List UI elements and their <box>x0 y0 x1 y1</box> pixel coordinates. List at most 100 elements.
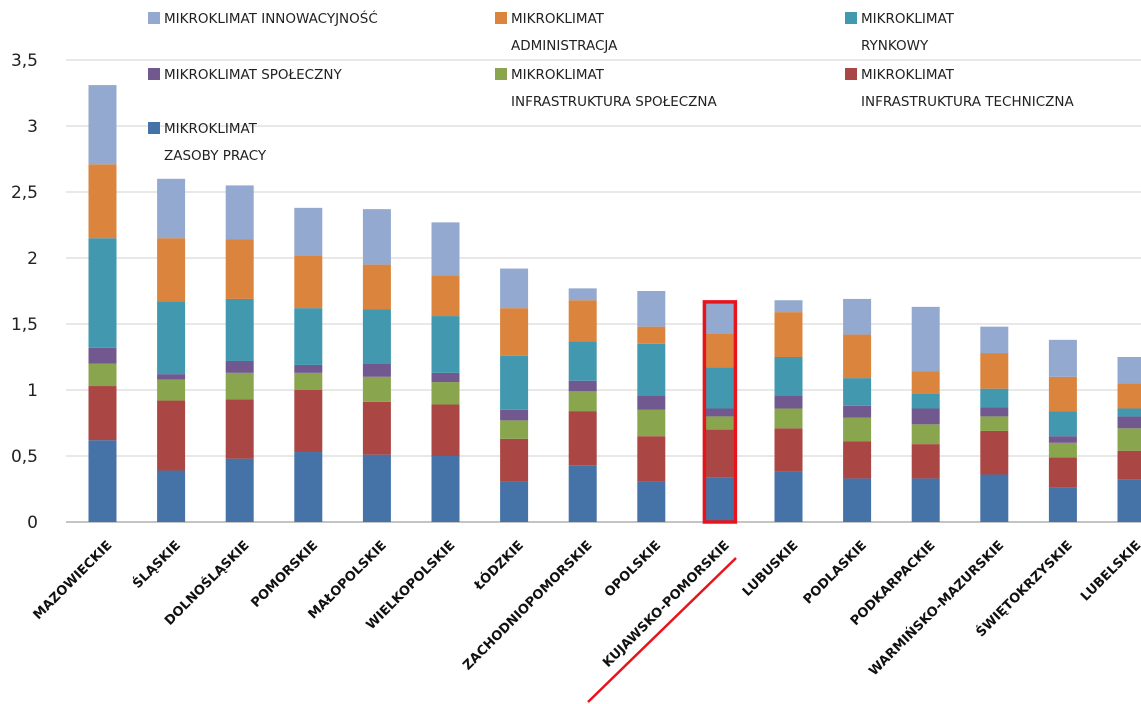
bar-segment <box>911 408 940 425</box>
bar-segment <box>431 372 460 383</box>
y-tick-label: 3 <box>27 117 38 137</box>
bar-segment <box>431 222 460 276</box>
bar-segment <box>637 409 666 437</box>
bar-segment <box>88 386 117 441</box>
bar-segment <box>568 288 597 301</box>
bar-segment <box>980 430 1009 475</box>
bar-segment <box>294 364 323 373</box>
bar-segment <box>705 408 734 417</box>
x-tick-label: ZACHODNIOPOMORSKIE <box>460 538 595 673</box>
bar-segment <box>500 268 529 309</box>
bar-segment <box>500 438 529 482</box>
bar-segment <box>500 308 529 356</box>
bar-segment <box>843 298 872 335</box>
bar-segment <box>980 474 1009 522</box>
bar-segment <box>1117 416 1141 429</box>
bar-segment <box>1117 479 1141 522</box>
legend-swatch <box>845 68 857 80</box>
bar-segment <box>294 308 323 365</box>
bar-segment <box>362 209 391 265</box>
bar-segment <box>637 326 666 344</box>
bar-segment <box>980 353 1009 389</box>
bar-segment <box>911 393 940 409</box>
bar-segment <box>637 481 666 522</box>
bar-segment <box>225 185 254 240</box>
y-tick-label: 1 <box>27 381 38 401</box>
bar-segment <box>774 395 803 409</box>
bar-segment <box>225 360 254 373</box>
bar-segment <box>88 164 117 239</box>
bar-segment <box>157 470 186 522</box>
highlight-marker <box>587 300 738 703</box>
bar-segment <box>568 341 597 381</box>
legend-label: RYNKOWY <box>861 38 929 54</box>
bar-segment <box>431 316 460 373</box>
legend-label: MIKROKLIMAT <box>511 11 605 27</box>
legend-label: MIKROKLIMAT <box>511 67 605 83</box>
y-tick-label: 2,5 <box>11 183 38 203</box>
bar-segment <box>980 388 1009 408</box>
bar-segment <box>225 458 254 522</box>
bar-segment <box>705 302 734 334</box>
bar-segment <box>774 357 803 396</box>
bar-segment <box>911 306 940 372</box>
bar-segment <box>980 407 1009 417</box>
bar-segment <box>294 390 323 453</box>
legend-label: ZASOBY PRACY <box>164 148 267 164</box>
bar-segment <box>1117 450 1141 480</box>
legend-swatch <box>495 12 507 24</box>
bar-segment <box>362 454 391 522</box>
bar-segment <box>637 395 666 410</box>
x-tick-label: ŚLĄSKIE <box>130 538 184 592</box>
bar-segment <box>88 85 117 165</box>
bar-segment <box>157 379 186 401</box>
bar-segment <box>500 481 529 522</box>
bar-segment <box>705 477 734 522</box>
bar-segment <box>1048 457 1077 488</box>
bar-segment <box>362 376 391 402</box>
x-tick-label: KUJAWSKO-POMORSKIE <box>600 538 732 670</box>
legend-label: MIKROKLIMAT <box>861 67 955 83</box>
x-tick-label: ŁÓDZKIE <box>470 538 527 595</box>
y-tick-label: 2 <box>27 249 38 269</box>
y-tick-label: 0,5 <box>11 447 38 467</box>
y-axis: 0 0,5 1 1,5 2 2,5 3 3,5 <box>11 51 38 533</box>
bars <box>88 85 1141 522</box>
bar-segment <box>431 382 460 405</box>
bar-segment <box>980 416 1009 431</box>
bar-segment <box>843 334 872 379</box>
bar-segment <box>568 380 597 392</box>
bar-segment <box>911 478 940 522</box>
highlight-underline <box>587 557 737 703</box>
bar-segment <box>362 363 391 377</box>
legend-label: MIKROKLIMAT INNOWACYJNOŚĆ <box>164 9 378 27</box>
bar-segment <box>568 465 597 522</box>
bar-segment <box>843 417 872 442</box>
bar-segment <box>500 420 529 439</box>
bar-segment <box>1117 357 1141 384</box>
bar-segment <box>157 238 186 302</box>
bar-segment <box>88 440 117 522</box>
bar-segment <box>843 378 872 406</box>
y-tick-label: 1,5 <box>11 315 38 335</box>
bar-segment <box>1048 487 1077 522</box>
bar-segment <box>637 291 666 327</box>
legend-swatch <box>148 12 160 24</box>
bar-segment <box>1048 376 1077 412</box>
x-tick-label: OPOLSKIE <box>602 538 664 600</box>
bar-segment <box>431 275 460 317</box>
x-axis: MAZOWIECKIE ŚLĄSKIEDOLNOŚLĄSKIEPOMORSKIEM… <box>31 538 1141 680</box>
bar-segment <box>911 424 940 445</box>
bar-segment <box>1048 436 1077 443</box>
bar-segment <box>225 239 254 299</box>
bar-segment <box>294 255 323 309</box>
bar-segment <box>362 401 391 455</box>
bar-segment <box>431 456 460 522</box>
bar-segment <box>500 355 529 410</box>
bar-segment <box>705 416 734 430</box>
bar-segment <box>88 347 117 364</box>
bar-segment <box>1117 408 1141 417</box>
legend-swatch <box>148 68 160 80</box>
legend-swatch <box>148 122 160 134</box>
y-tick-label: 0 <box>27 513 38 533</box>
